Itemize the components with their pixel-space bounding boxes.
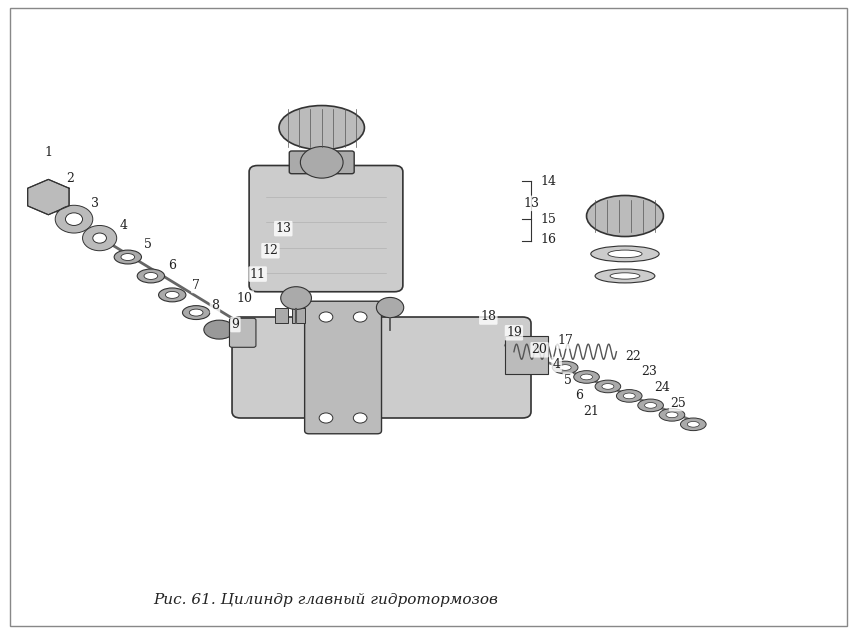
Text: 6: 6 bbox=[575, 389, 583, 403]
Ellipse shape bbox=[121, 254, 135, 261]
Ellipse shape bbox=[183, 306, 210, 320]
Text: 11: 11 bbox=[249, 268, 266, 281]
Ellipse shape bbox=[553, 361, 578, 374]
Ellipse shape bbox=[590, 246, 659, 262]
Bar bbox=[292, 307, 304, 323]
Text: Рис. 61. Цилиндр главный гидротормозов: Рис. 61. Цилиндр главный гидротормозов bbox=[153, 593, 499, 607]
Text: 6: 6 bbox=[168, 259, 177, 272]
Text: 13: 13 bbox=[275, 222, 291, 235]
Circle shape bbox=[300, 146, 343, 178]
Ellipse shape bbox=[595, 380, 620, 392]
Text: 21: 21 bbox=[583, 405, 599, 418]
FancyBboxPatch shape bbox=[230, 318, 256, 347]
Bar bbox=[275, 307, 288, 323]
Ellipse shape bbox=[165, 292, 179, 299]
Text: 8: 8 bbox=[211, 299, 219, 312]
Ellipse shape bbox=[623, 393, 635, 399]
Ellipse shape bbox=[189, 309, 203, 316]
Ellipse shape bbox=[659, 408, 685, 421]
Text: 19: 19 bbox=[506, 327, 522, 339]
Text: 7: 7 bbox=[192, 279, 200, 292]
FancyBboxPatch shape bbox=[304, 301, 381, 434]
Ellipse shape bbox=[638, 399, 663, 411]
Text: 10: 10 bbox=[237, 292, 253, 304]
Ellipse shape bbox=[144, 273, 158, 280]
FancyBboxPatch shape bbox=[290, 151, 354, 174]
Text: 9: 9 bbox=[231, 318, 239, 331]
Text: 20: 20 bbox=[531, 344, 548, 356]
Circle shape bbox=[376, 297, 404, 318]
Text: 25: 25 bbox=[670, 397, 686, 410]
Text: 13: 13 bbox=[523, 197, 539, 210]
Text: 12: 12 bbox=[262, 244, 279, 257]
FancyBboxPatch shape bbox=[232, 317, 531, 418]
Circle shape bbox=[319, 413, 333, 423]
FancyBboxPatch shape bbox=[249, 165, 403, 292]
Ellipse shape bbox=[580, 374, 592, 380]
Ellipse shape bbox=[608, 250, 642, 257]
Text: 22: 22 bbox=[626, 349, 641, 363]
Ellipse shape bbox=[114, 250, 141, 264]
Ellipse shape bbox=[586, 195, 663, 236]
Ellipse shape bbox=[159, 288, 186, 302]
Circle shape bbox=[82, 226, 117, 250]
Ellipse shape bbox=[595, 269, 655, 283]
Ellipse shape bbox=[644, 403, 656, 408]
Text: 2: 2 bbox=[66, 172, 74, 184]
Text: 23: 23 bbox=[641, 365, 656, 378]
Circle shape bbox=[55, 205, 93, 233]
Text: 5: 5 bbox=[564, 373, 572, 387]
Bar bbox=[506, 336, 548, 374]
Text: 24: 24 bbox=[654, 381, 669, 394]
Circle shape bbox=[65, 213, 82, 226]
Ellipse shape bbox=[279, 105, 364, 150]
Text: 17: 17 bbox=[557, 335, 573, 347]
Ellipse shape bbox=[616, 389, 642, 402]
Text: 14: 14 bbox=[540, 175, 556, 188]
Text: 5: 5 bbox=[144, 238, 153, 251]
Text: 15: 15 bbox=[540, 212, 556, 226]
Ellipse shape bbox=[680, 418, 706, 430]
Text: 3: 3 bbox=[92, 197, 99, 210]
Circle shape bbox=[93, 233, 106, 243]
Text: 4: 4 bbox=[553, 358, 560, 371]
Circle shape bbox=[353, 312, 367, 322]
Ellipse shape bbox=[204, 320, 235, 339]
Circle shape bbox=[319, 312, 333, 322]
Circle shape bbox=[353, 413, 367, 423]
Text: 16: 16 bbox=[540, 233, 556, 247]
Ellipse shape bbox=[137, 269, 165, 283]
Ellipse shape bbox=[610, 273, 640, 279]
Ellipse shape bbox=[687, 422, 699, 427]
Text: 4: 4 bbox=[119, 219, 128, 232]
Ellipse shape bbox=[573, 371, 599, 384]
Circle shape bbox=[281, 287, 311, 309]
Text: 18: 18 bbox=[480, 311, 496, 323]
Ellipse shape bbox=[666, 412, 678, 418]
Ellipse shape bbox=[560, 365, 571, 370]
Ellipse shape bbox=[602, 384, 614, 389]
Polygon shape bbox=[27, 179, 69, 215]
Text: 1: 1 bbox=[45, 146, 52, 159]
